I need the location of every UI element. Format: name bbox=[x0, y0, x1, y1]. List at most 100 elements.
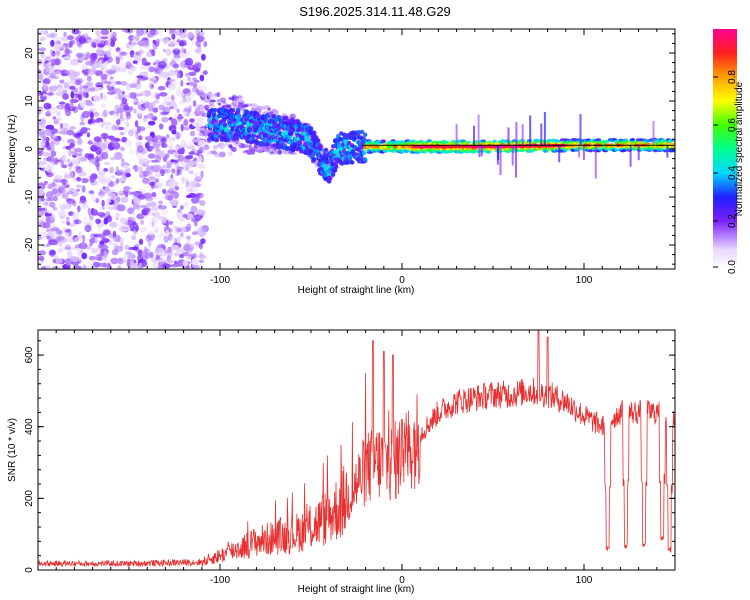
heatmap-cell bbox=[156, 38, 160, 44]
heatmap-cell bbox=[73, 219, 82, 225]
heatmap-cell bbox=[97, 175, 105, 183]
heatmap-cell bbox=[172, 63, 179, 69]
heatmap-cell bbox=[63, 31, 67, 37]
heatmap-cell bbox=[38, 207, 46, 212]
heatmap-cell bbox=[196, 228, 205, 233]
snr-y-label: SNR (10 * v/v) bbox=[7, 418, 18, 482]
heatmap-cell bbox=[132, 246, 139, 251]
heatmap-cell bbox=[160, 244, 166, 249]
heatmap-cell bbox=[58, 101, 66, 105]
heatmap-cell bbox=[114, 152, 123, 160]
heatmap-cell bbox=[199, 74, 205, 82]
heatmap-cell bbox=[110, 257, 119, 265]
heatmap-cell bbox=[65, 79, 72, 84]
heatmap-cell bbox=[49, 72, 57, 79]
heatmap-cell bbox=[170, 136, 176, 142]
heatmap-cell bbox=[111, 140, 117, 148]
heatmap-cell bbox=[57, 247, 63, 254]
heatmap-cell bbox=[199, 225, 205, 230]
heatmap-cell bbox=[45, 141, 50, 147]
heatmap-cell bbox=[126, 42, 130, 49]
heatmap-cell bbox=[138, 262, 143, 266]
heatmap-cell bbox=[115, 178, 120, 184]
heatmap-cell bbox=[114, 95, 119, 100]
heatmap-cell bbox=[119, 177, 125, 182]
heatmap-cell bbox=[186, 223, 192, 232]
heatmap-cell bbox=[200, 110, 205, 117]
heatmap-cell bbox=[47, 229, 57, 237]
heatmap-cell bbox=[127, 70, 133, 75]
heatmap-cell bbox=[119, 217, 127, 224]
heatmap-cell bbox=[89, 241, 93, 247]
heatmap-cell bbox=[119, 228, 129, 232]
heatmap-cell bbox=[129, 147, 135, 156]
heatmap-cell bbox=[115, 235, 121, 243]
heatmap-cell bbox=[169, 29, 176, 35]
heatmap-cell bbox=[176, 35, 181, 42]
heatmap-cell bbox=[265, 114, 271, 119]
heatmap-cell bbox=[187, 141, 194, 148]
heatmap-cell bbox=[178, 101, 185, 105]
heatmap-cell bbox=[113, 137, 121, 142]
heatmap-cell bbox=[64, 184, 71, 189]
heatmap-cell bbox=[214, 137, 220, 143]
heatmap-cell bbox=[198, 242, 204, 250]
heatmap-cell bbox=[192, 100, 197, 107]
heatmap-cell bbox=[38, 182, 46, 190]
snr-x-label: Height of straight line (km) bbox=[298, 584, 415, 595]
heatmap-cell bbox=[277, 149, 283, 155]
heatmap-cell bbox=[44, 114, 48, 122]
heatmap-cell bbox=[613, 148, 620, 152]
heatmap-cell bbox=[180, 166, 185, 170]
heatmap-cell bbox=[119, 131, 125, 136]
heatmap-cell bbox=[62, 188, 69, 194]
heatmap-cell bbox=[178, 113, 183, 117]
heatmap-cell bbox=[52, 232, 59, 240]
heatmap-cell bbox=[79, 121, 86, 126]
heatmap-cell bbox=[83, 72, 89, 77]
heatmap-cell bbox=[187, 238, 191, 243]
heatmap-cell bbox=[147, 200, 152, 205]
heatmap-cell bbox=[135, 224, 139, 232]
heatmap-cell bbox=[183, 88, 192, 97]
heatmap-cell bbox=[93, 94, 100, 103]
heatmap-cell bbox=[255, 105, 263, 110]
heatmap-cell bbox=[95, 146, 102, 155]
heatmap-cell bbox=[65, 244, 71, 250]
heatmap-cell bbox=[194, 59, 199, 65]
x-tick-label: -100 bbox=[210, 275, 230, 286]
heatmap-cell bbox=[193, 121, 197, 127]
heatmap-cell bbox=[289, 131, 294, 136]
heatmap-cell bbox=[53, 83, 58, 89]
heatmap-cell bbox=[161, 58, 168, 62]
heatmap-cell bbox=[86, 220, 92, 225]
heatmap-cell bbox=[68, 211, 75, 216]
heatmap-cell bbox=[151, 221, 155, 227]
heatmap-cell bbox=[123, 104, 130, 111]
heatmap-cell bbox=[182, 260, 189, 267]
heatmap-cell bbox=[144, 30, 154, 35]
heatmap-cell bbox=[94, 160, 101, 168]
heatmap-cell bbox=[116, 169, 126, 176]
heatmap-cell bbox=[76, 85, 81, 92]
heatmap-cell bbox=[180, 186, 184, 194]
heatmap-cell bbox=[168, 83, 176, 91]
heatmap-cell bbox=[148, 66, 155, 73]
heatmap-cell bbox=[60, 210, 67, 216]
heatmap-cell bbox=[183, 201, 189, 207]
heatmap-cell bbox=[74, 71, 80, 77]
heatmap-cell bbox=[70, 90, 75, 99]
heatmap-cell bbox=[179, 253, 184, 259]
heatmap-cell bbox=[52, 116, 56, 120]
heatmap-cell bbox=[107, 135, 115, 140]
heatmap-cell bbox=[79, 84, 84, 91]
heatmap-cell bbox=[174, 186, 179, 191]
heatmap-cell bbox=[69, 60, 78, 66]
heatmap-cell bbox=[185, 180, 190, 188]
heatmap-cell bbox=[93, 111, 100, 117]
heatmap-cell bbox=[171, 33, 176, 40]
heatmap-cell bbox=[178, 29, 187, 34]
heatmap-cell bbox=[136, 75, 144, 79]
heatmap-cell bbox=[95, 86, 104, 91]
